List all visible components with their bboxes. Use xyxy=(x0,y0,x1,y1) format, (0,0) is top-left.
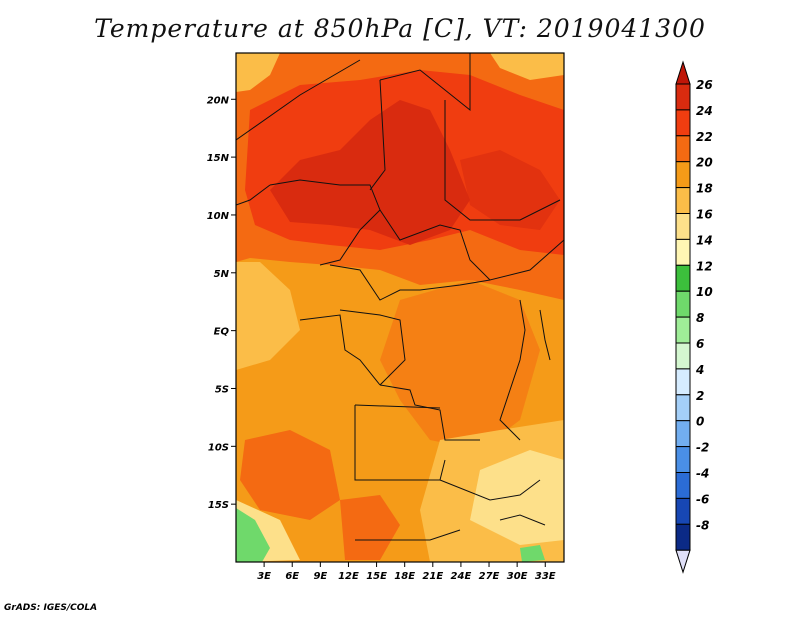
longitude-axis: 3E 6E 9E 12E 15E 18E 21E 24E 27E 30E 33E xyxy=(257,562,556,582)
temperature-field xyxy=(236,53,564,562)
lon-tick-label: 6E xyxy=(285,571,299,582)
lat-tick-label: EQ xyxy=(214,327,230,338)
colorbar-label: 26 xyxy=(696,78,713,92)
colorbar-label: -2 xyxy=(696,441,709,455)
colorbar-label: 4 xyxy=(695,363,704,377)
colorbar-label: 6 xyxy=(696,337,704,351)
colorbar-swatch xyxy=(675,135,691,163)
lon-tick-label: 18E xyxy=(394,571,415,582)
colorbar-swatch xyxy=(675,394,691,422)
colorbar-label: -8 xyxy=(696,518,709,532)
lon-tick-label: 12E xyxy=(338,571,359,582)
colorbar-label: -6 xyxy=(696,492,709,506)
map-title: Temperature at 850hPa [C], VT: 201904130… xyxy=(94,14,706,43)
colorbar-swatch xyxy=(675,342,691,370)
country-borders xyxy=(236,53,564,541)
lon-tick-label: 15E xyxy=(366,571,387,582)
lat-tick-label: 15S xyxy=(208,500,229,511)
colorbar-label: 16 xyxy=(696,208,713,222)
colorbar-swatch xyxy=(675,83,691,111)
colorbar-label: 22 xyxy=(696,130,713,144)
lon-tick-label: 21E xyxy=(422,571,443,582)
colorbar-label: 2 xyxy=(696,389,704,403)
lat-tick-label: 5S xyxy=(215,384,229,395)
colorbar-swatch xyxy=(675,213,691,240)
lon-tick-label: 24E xyxy=(451,571,472,582)
colorbar-swatch xyxy=(675,368,691,396)
lat-tick-label: 20N xyxy=(207,95,230,106)
colorbar-swatch xyxy=(675,316,691,344)
colorbar-label: 20 xyxy=(696,156,713,170)
lon-tick-label: 30E xyxy=(507,571,528,582)
colorbar-label: 8 xyxy=(696,311,704,325)
colorbar-label: 10 xyxy=(696,285,713,299)
colorbar-swatch xyxy=(675,109,691,137)
latitude-axis: 20N 15N 10N 5N EQ 5S 10S 15S xyxy=(207,95,236,511)
lat-tick-label: 10N xyxy=(207,211,230,222)
lat-tick-label: 15N xyxy=(207,153,230,164)
colorbar-swatch xyxy=(675,161,691,189)
colorbar-label: -4 xyxy=(696,467,709,481)
lon-tick-label: 27E xyxy=(479,571,500,582)
lon-tick-label: 9E xyxy=(313,571,327,582)
colorbar-top-arrow xyxy=(675,60,691,85)
colorbar-label: 18 xyxy=(696,182,713,196)
footer-credit: GrADS: IGES/COLA xyxy=(4,603,98,613)
colorbar-swatch xyxy=(675,238,691,266)
colorbar-swatch xyxy=(675,187,691,215)
plot-frame xyxy=(235,52,565,563)
lon-tick-label: 3E xyxy=(257,571,271,582)
colorbar-swatch xyxy=(675,420,691,448)
colorbar-label: 0 xyxy=(696,415,704,429)
colorbar-label: 24 xyxy=(696,104,713,118)
lon-tick-label: 33E xyxy=(535,571,556,582)
colorbar-swatch xyxy=(675,446,691,474)
colorbar-swatch xyxy=(675,264,691,292)
colorbar-swatch xyxy=(675,497,691,525)
colorbar-swatch xyxy=(675,290,691,318)
colorbar-bottom-arrow xyxy=(675,549,691,574)
lat-tick-label: 10S xyxy=(208,442,229,453)
colorbar-label: 12 xyxy=(696,259,713,273)
colorbar-label: 14 xyxy=(696,233,713,247)
colorbar-swatch xyxy=(675,523,691,551)
lat-tick-label: 5N xyxy=(214,269,230,280)
colorbar-swatch xyxy=(675,472,691,499)
